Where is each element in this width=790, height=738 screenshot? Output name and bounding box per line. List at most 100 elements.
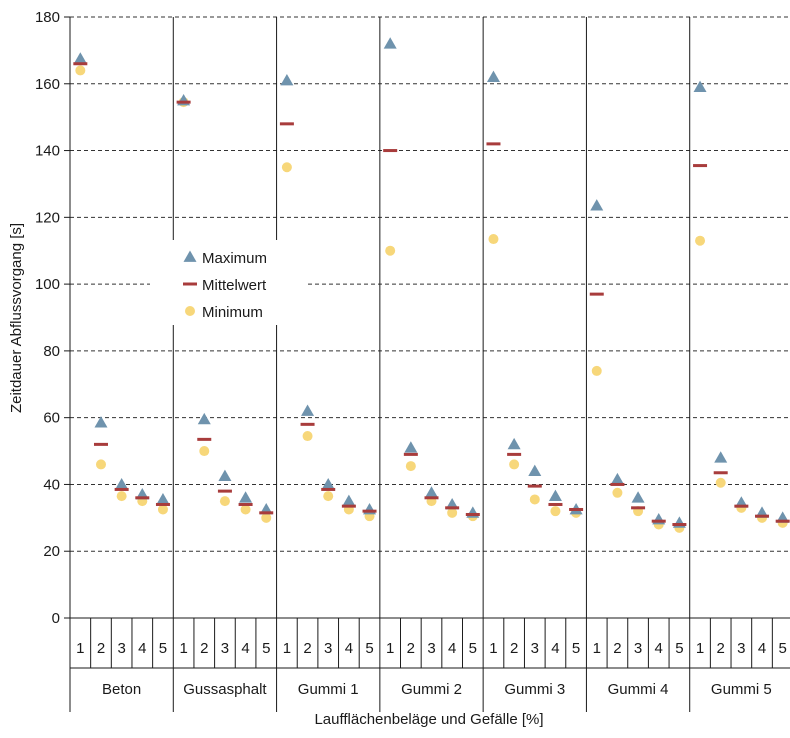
point-circle <box>323 491 334 502</box>
y-tick-label: 140 <box>35 143 60 160</box>
point-triangle <box>383 37 397 49</box>
point-circle <box>199 446 210 457</box>
category-tick-label: 2 <box>613 640 621 657</box>
category-tick-label: 5 <box>469 640 477 657</box>
point-dash <box>114 487 129 491</box>
category-tick-label: 1 <box>283 640 291 657</box>
point-circle <box>261 512 272 523</box>
y-tick-label: 20 <box>43 543 60 560</box>
y-axis: 0 20 40 60 80 100 120 140 160 180 <box>35 9 71 627</box>
y-axis-label: Zeitdauer Abflussvorgang [s] <box>8 223 25 413</box>
point-dash <box>403 452 418 456</box>
legend-marker-circle <box>185 306 195 316</box>
y-tick-label: 60 <box>43 410 60 427</box>
category-tick-label: 4 <box>551 640 559 657</box>
data-marks <box>73 37 790 533</box>
y-tick-label: 180 <box>35 9 60 26</box>
category-tick-label: 5 <box>262 640 270 657</box>
point-dash <box>93 442 108 446</box>
point-dash <box>197 437 212 441</box>
category-tick-label: 1 <box>76 640 84 657</box>
point-triangle <box>528 464 542 476</box>
y-tick-label: 40 <box>43 476 60 493</box>
point-circle <box>240 504 251 515</box>
legend: Maximum Mittelwert Minimum <box>183 250 267 321</box>
legend-label: Mittelwert <box>202 277 267 294</box>
category-tick-label: 1 <box>593 640 601 657</box>
category-tick-label: 5 <box>365 640 373 657</box>
grid <box>70 16 790 552</box>
point-circle <box>385 245 396 256</box>
point-dash <box>527 484 542 488</box>
category-tick-label: 3 <box>427 640 435 657</box>
point-dash <box>341 504 356 508</box>
point-dash <box>73 62 88 66</box>
point-triangle <box>156 492 170 505</box>
category-tick-label: 4 <box>241 640 249 657</box>
point-dash <box>486 142 501 146</box>
point-dash <box>589 292 604 296</box>
x-axis-label: Laufflächenbeläge und Gefälle [%] <box>314 711 543 728</box>
legend-box <box>150 240 305 325</box>
point-triangle <box>94 416 108 428</box>
point-triangle <box>693 80 707 92</box>
point-dash <box>135 496 150 500</box>
point-dash <box>321 487 336 491</box>
point-circle <box>591 365 602 376</box>
category-tick-label: 5 <box>778 640 786 657</box>
category-tick-label: 5 <box>675 640 683 657</box>
category-tick-label: 2 <box>200 640 208 657</box>
y-tick-label: 0 <box>52 610 60 627</box>
point-triangle <box>301 404 315 416</box>
point-dash <box>775 519 790 523</box>
point-dash <box>424 496 439 500</box>
legend-marker-dash <box>183 282 197 286</box>
point-triangle <box>115 477 129 490</box>
group-label: Gummi 1 <box>298 681 359 698</box>
point-dash <box>631 506 646 510</box>
point-dash <box>176 100 191 104</box>
point-dash <box>569 507 584 511</box>
y-tick-label: 160 <box>35 76 60 93</box>
y-tick-label: 120 <box>35 209 60 226</box>
point-circle <box>715 477 726 488</box>
category-tick-label: 4 <box>758 640 766 657</box>
point-triangle <box>404 441 418 453</box>
point-triangle <box>714 451 728 463</box>
category-tick-label: 3 <box>324 640 332 657</box>
category-tick-label: 4 <box>655 640 663 657</box>
category-tick-label: 3 <box>531 640 539 657</box>
point-circle <box>281 162 292 173</box>
category-tick-label: 1 <box>489 640 497 657</box>
point-dash <box>155 502 170 506</box>
category-tick-label: 2 <box>717 640 725 657</box>
category-tick-label: 5 <box>159 640 167 657</box>
category-tick-label: 5 <box>572 640 580 657</box>
point-dash <box>755 514 770 518</box>
point-dash <box>713 471 728 475</box>
point-dash <box>217 489 232 493</box>
point-triangle <box>631 491 645 503</box>
point-circle <box>447 507 458 518</box>
category-tick-label: 2 <box>407 640 415 657</box>
group-label: Gummi 5 <box>711 681 772 698</box>
legend-marker-triangle <box>183 250 197 262</box>
y-tick-label: 100 <box>35 276 60 293</box>
point-triangle <box>610 472 624 485</box>
point-dash <box>465 512 480 516</box>
group-label: Gussasphalt <box>183 681 267 698</box>
point-circle <box>95 459 106 470</box>
point-circle <box>157 504 168 515</box>
point-circle <box>550 506 561 517</box>
point-triangle <box>197 412 211 425</box>
point-dash <box>362 509 377 513</box>
category-tick-label: 2 <box>303 640 311 657</box>
point-triangle <box>280 73 294 86</box>
category-tick-label: 3 <box>117 640 125 657</box>
point-dash <box>507 452 522 456</box>
point-circle <box>529 494 540 505</box>
group-label: Gummi 3 <box>504 681 565 698</box>
legend-label: Maximum <box>202 250 267 267</box>
point-triangle <box>486 70 500 82</box>
